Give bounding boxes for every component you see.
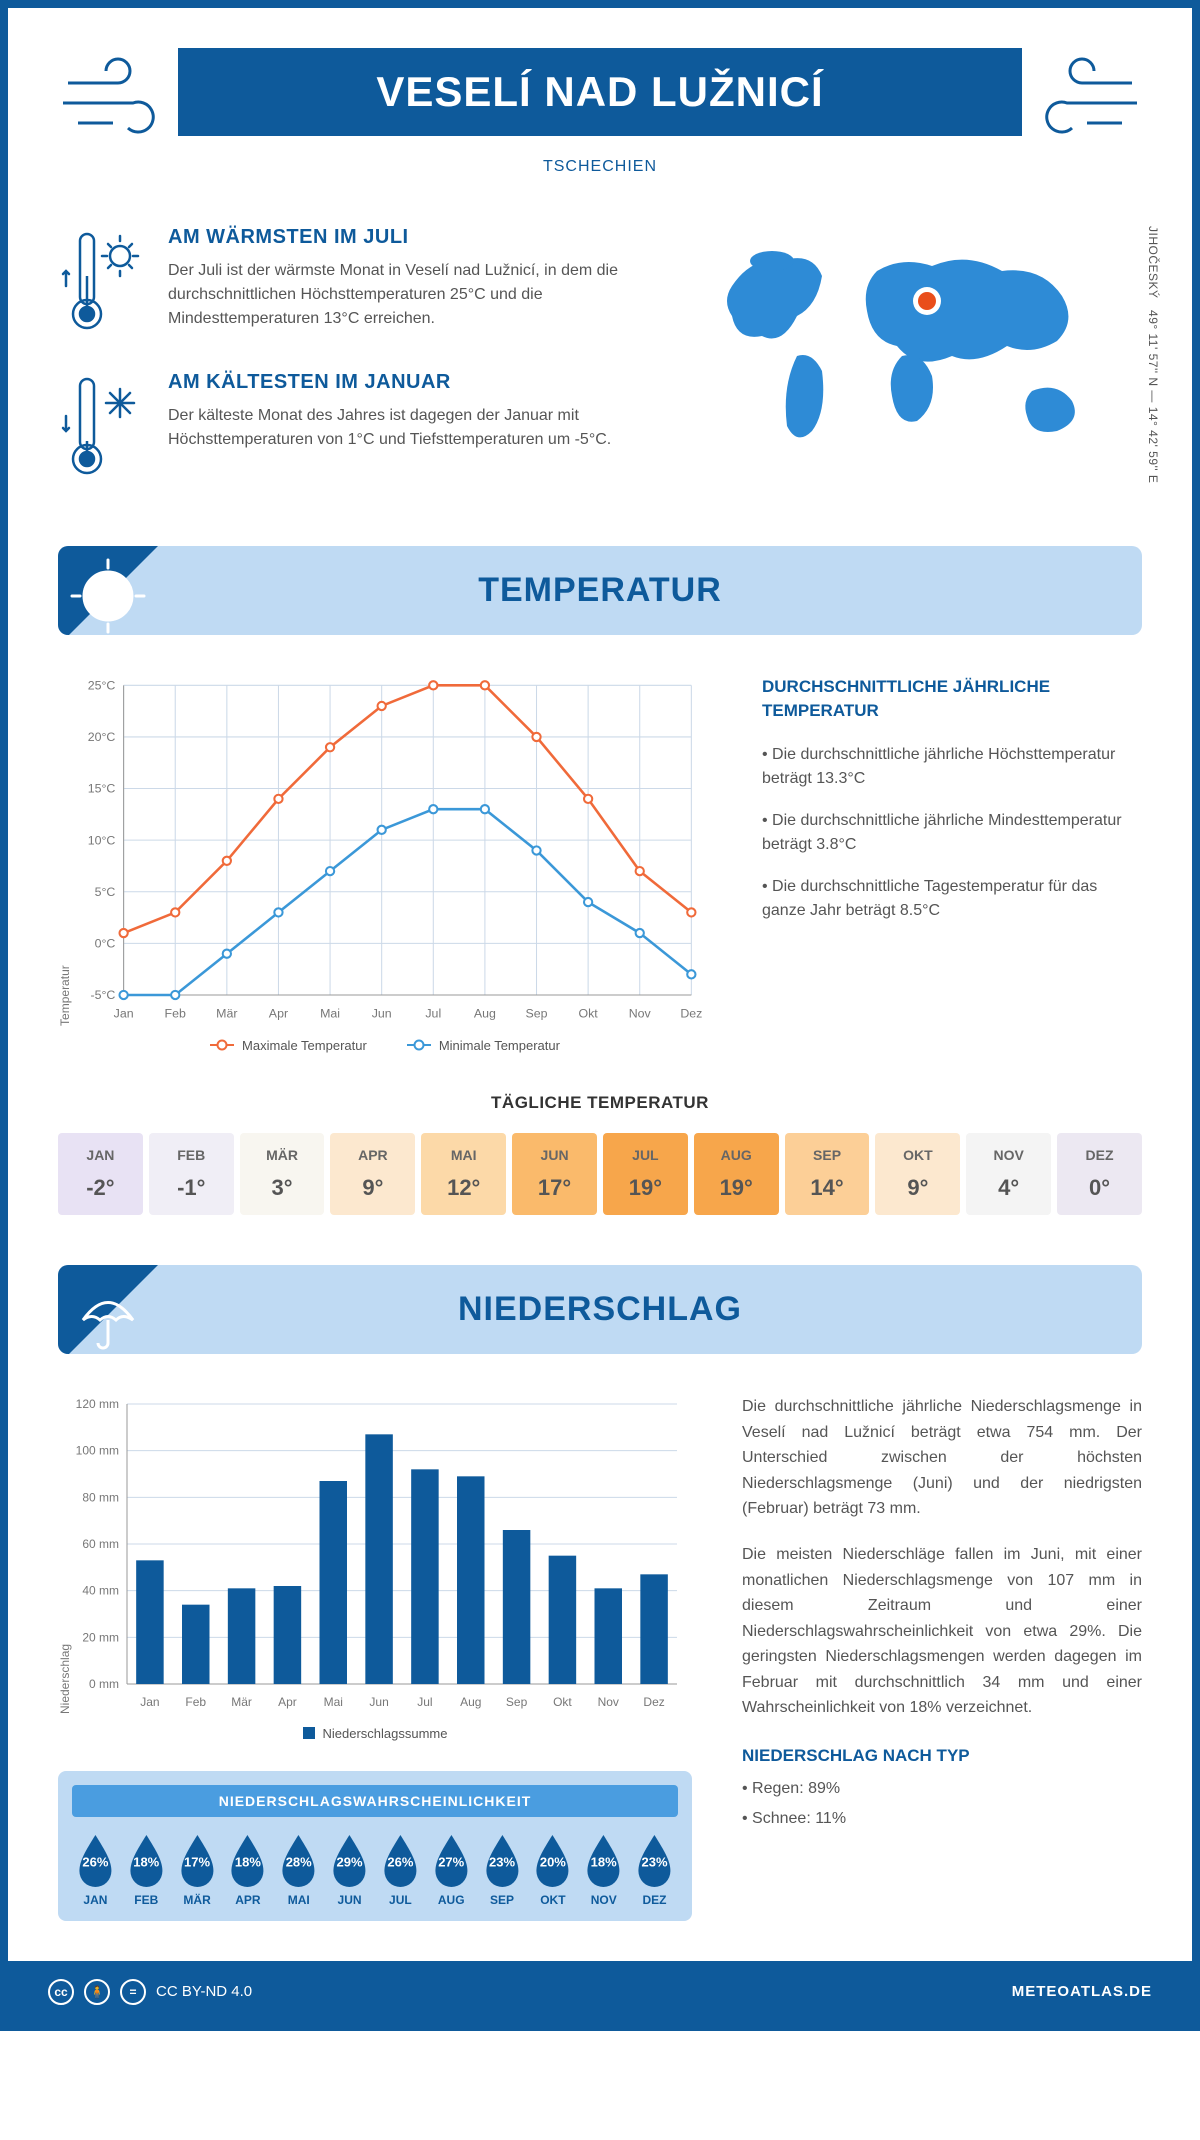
svg-text:Sep: Sep (525, 1007, 547, 1021)
coldest-title: AM KÄLTESTEN IM JANUAR (168, 371, 662, 394)
country-subtitle: TSCHECHIEN (198, 158, 1002, 176)
svg-text:Jul: Jul (417, 1695, 432, 1709)
daily-temp-cell: DEZ0° (1057, 1133, 1142, 1215)
nd-icon: = (120, 1979, 146, 2005)
daily-temp-cell: JAN-2° (58, 1133, 143, 1215)
svg-text:Nov: Nov (629, 1007, 652, 1021)
svg-text:15°C: 15°C (88, 782, 116, 796)
svg-text:Jul: Jul (425, 1007, 441, 1021)
svg-text:Apr: Apr (278, 1695, 297, 1709)
probability-drop: 23%SEP (479, 1831, 526, 1907)
svg-text:Jan: Jan (140, 1695, 159, 1709)
precipitation-aside: Die durchschnittliche jährliche Niedersc… (742, 1394, 1142, 1921)
legend-precip-sum: Niederschlagssumme (303, 1726, 448, 1741)
svg-text:-5°C: -5°C (90, 988, 115, 1002)
legend-min-temp: .legend-item:nth-child(2) .legend-swatch… (407, 1038, 560, 1053)
precipitation-probability-box: NIEDERSCHLAGSWAHRSCHEINLICHKEIT 26%JAN18… (58, 1771, 692, 1921)
temperature-aside: DURCHSCHNITTLICHE JÄHRLICHE TEMPERATUR •… (762, 675, 1142, 1053)
svg-text:Okt: Okt (553, 1695, 572, 1709)
svg-text:Feb: Feb (185, 1695, 206, 1709)
coldest-text: Der kälteste Monat des Jahres ist dagege… (168, 404, 662, 452)
svg-text:Jun: Jun (369, 1695, 388, 1709)
probability-drop: 20%OKT (529, 1831, 576, 1907)
probability-drop: 23%DEZ (631, 1831, 678, 1907)
precipitation-section-header: NIEDERSCHLAG (58, 1265, 1142, 1354)
svg-text:Feb: Feb (165, 1007, 186, 1021)
svg-text:0°C: 0°C (95, 937, 116, 951)
probability-drop: 18%FEB (123, 1831, 170, 1907)
probability-drop: 29%JUN (326, 1831, 373, 1907)
probability-drop: 26%JUL (377, 1831, 424, 1907)
daily-temp-cell: MAI12° (421, 1133, 506, 1215)
by-icon: 🧍 (84, 1979, 110, 2005)
svg-text:Mai: Mai (324, 1695, 343, 1709)
license-text: CC BY-ND 4.0 (156, 1983, 252, 2000)
svg-text:Mär: Mär (231, 1695, 252, 1709)
world-map: JIHOČESKÝ 49° 11' 57'' N — 14° 42' 59'' … (702, 226, 1142, 516)
svg-text:Apr: Apr (269, 1007, 288, 1021)
daily-temp-cell: OKT9° (875, 1133, 960, 1215)
svg-text:Jun: Jun (372, 1007, 392, 1021)
svg-text:25°C: 25°C (88, 678, 116, 692)
probability-drop: 26%JAN (72, 1831, 119, 1907)
daily-temp-cell: NOV4° (966, 1133, 1051, 1215)
thermometer-hot-icon (58, 226, 148, 336)
svg-text:Okt: Okt (578, 1007, 598, 1021)
svg-text:Dez: Dez (680, 1007, 702, 1021)
svg-text:40 mm: 40 mm (82, 1584, 119, 1598)
svg-text:Mai: Mai (320, 1007, 340, 1021)
header: VESELÍ NAD LUŽNICÍ TSCHECHIEN (58, 48, 1142, 176)
precipitation-bar-chart: Niederschlag 0 mm20 mm40 mm60 mm80 mm100… (58, 1394, 692, 1741)
svg-text:20°C: 20°C (88, 730, 116, 744)
probability-drop: 27%AUG (428, 1831, 475, 1907)
daily-temp-cell: JUN17° (512, 1133, 597, 1215)
svg-text:120 mm: 120 mm (76, 1397, 119, 1411)
daily-temp-cell: SEP14° (785, 1133, 870, 1215)
warmest-title: AM WÄRMSTEN IM JULI (168, 226, 662, 249)
svg-text:60 mm: 60 mm (82, 1537, 119, 1551)
svg-text:100 mm: 100 mm (76, 1444, 119, 1458)
daily-temp-title: TÄGLICHE TEMPERATUR (58, 1093, 1142, 1113)
wind-icon-right (1002, 48, 1142, 148)
probability-drop: 28%MAI (275, 1831, 322, 1907)
wind-icon-left (58, 48, 198, 148)
probability-drop: 17%MÄR (174, 1831, 221, 1907)
svg-text:Aug: Aug (460, 1695, 481, 1709)
daily-temp-cell: MÄR3° (240, 1133, 325, 1215)
warmest-block: AM WÄRMSTEN IM JULI Der Juli ist der wär… (58, 226, 662, 336)
probability-drop: 18%NOV (580, 1831, 627, 1907)
cc-icon: cc (48, 1979, 74, 2005)
brand-text: METEOATLAS.DE (1012, 1983, 1152, 2000)
svg-text:5°C: 5°C (95, 885, 116, 899)
coordinates: JIHOČESKÝ 49° 11' 57'' N — 14° 42' 59'' … (1146, 226, 1160, 483)
info-row: AM WÄRMSTEN IM JULI Der Juli ist der wär… (58, 226, 1142, 516)
svg-text:Nov: Nov (598, 1695, 619, 1709)
daily-temp-cell: JUL19° (603, 1133, 688, 1215)
sun-icon (68, 556, 148, 635)
svg-text:Aug: Aug (474, 1007, 496, 1021)
umbrella-icon (68, 1275, 148, 1354)
temperature-section-header: TEMPERATUR (58, 546, 1142, 635)
daily-temp-cell: APR9° (330, 1133, 415, 1215)
legend-max-temp: .legend-item:nth-child(1) .legend-swatch… (210, 1038, 367, 1053)
svg-text:0 mm: 0 mm (89, 1677, 119, 1691)
thermometer-cold-icon (58, 371, 148, 481)
svg-text:Dez: Dez (643, 1695, 664, 1709)
temperature-line-chart: Temperatur -5°C0°C5°C10°C15°C20°C25°CJan… (58, 675, 712, 1053)
daily-temp-cell: AUG19° (694, 1133, 779, 1215)
svg-text:20 mm: 20 mm (82, 1630, 119, 1644)
coldest-block: AM KÄLTESTEN IM JANUAR Der kälteste Mona… (58, 371, 662, 481)
footer: cc 🧍 = CC BY-ND 4.0 METEOATLAS.DE (8, 1961, 1192, 2023)
svg-text:80 mm: 80 mm (82, 1490, 119, 1504)
daily-temperature-table: JAN-2°FEB-1°MÄR3°APR9°MAI12°JUN17°JUL19°… (58, 1133, 1142, 1215)
daily-temp-cell: FEB-1° (149, 1133, 234, 1215)
svg-text:Mär: Mär (216, 1007, 237, 1021)
page-title: VESELÍ NAD LUŽNICÍ (178, 48, 1022, 136)
svg-text:10°C: 10°C (88, 833, 116, 847)
warmest-text: Der Juli ist der wärmste Monat in Veselí… (168, 259, 662, 331)
svg-text:Sep: Sep (506, 1695, 528, 1709)
probability-drop: 18%APR (224, 1831, 271, 1907)
svg-text:Jan: Jan (114, 1007, 134, 1021)
